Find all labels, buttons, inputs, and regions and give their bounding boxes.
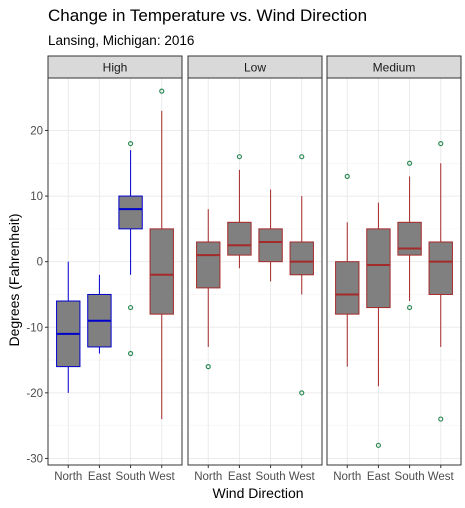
y-tick-label: 10 — [30, 191, 43, 203]
x-tick-label-high-south: South — [116, 471, 146, 483]
outlier-medium-west — [438, 416, 444, 422]
box-high-south — [118, 195, 143, 230]
panel-border-medium — [326, 77, 462, 466]
box-medium-west — [428, 241, 453, 295]
outlier-high-west — [159, 88, 165, 94]
panel-border-low — [187, 77, 323, 466]
y-tick-label: -10 — [26, 322, 43, 334]
outlier-high-south — [127, 140, 134, 147]
outlier-low-west — [299, 390, 305, 396]
box-medium-south — [397, 221, 422, 256]
outlier-high-south — [127, 350, 134, 357]
box-high-west — [149, 228, 174, 315]
box-low-west — [289, 241, 314, 276]
x-tick-label-low-east: East — [228, 471, 252, 483]
y-tick-label: 0 — [37, 257, 43, 269]
x-tick-label-low-north: North — [194, 471, 222, 483]
x-tick-label-medium-south: South — [395, 471, 425, 483]
x-tick-label-medium-west: West — [428, 471, 455, 483]
x-tick-label-medium-east: East — [367, 471, 391, 483]
x-tick-label-low-south: South — [256, 471, 286, 483]
y-tick-label: -30 — [26, 453, 43, 465]
outlier-low-west — [299, 154, 305, 160]
facet-label-low: Low — [244, 61, 266, 75]
box-low-north — [196, 241, 221, 289]
outlier-medium-south — [406, 304, 413, 311]
x-tick-label-medium-north: North — [333, 471, 361, 483]
y-tick-label: -20 — [26, 388, 43, 400]
box-low-south — [258, 228, 283, 263]
x-tick-label-high-west: West — [149, 471, 176, 483]
outlier-medium-south — [406, 160, 413, 166]
y-axis-label: Degrees (Fahrenheit) — [6, 213, 22, 346]
panel-border-high — [47, 77, 183, 466]
x-tick-label-high-north: North — [54, 471, 82, 483]
outlier-high-south — [127, 304, 134, 311]
x-axis-label: Wind Direction — [212, 485, 303, 501]
box-low-east — [227, 221, 252, 256]
outlier-medium-east — [375, 442, 382, 448]
y-tick-label: 20 — [30, 125, 43, 137]
outlier-low-east — [236, 154, 243, 160]
outlier-medium-north — [344, 173, 350, 179]
box-medium-east — [366, 228, 391, 309]
outlier-low-north — [205, 364, 211, 370]
facet-label-medium: Medium — [373, 61, 416, 75]
facet-label-high: High — [103, 61, 128, 75]
outlier-medium-west — [438, 140, 444, 147]
box-medium-north — [335, 261, 360, 315]
x-tick-label-low-west: West — [289, 471, 316, 483]
chart-subtitle: Lansing, Michigan: 2016 — [48, 33, 195, 48]
x-tick-label-high-east: East — [88, 471, 112, 483]
chart-title: Change in Temperature vs. Wind Direction — [48, 6, 368, 25]
